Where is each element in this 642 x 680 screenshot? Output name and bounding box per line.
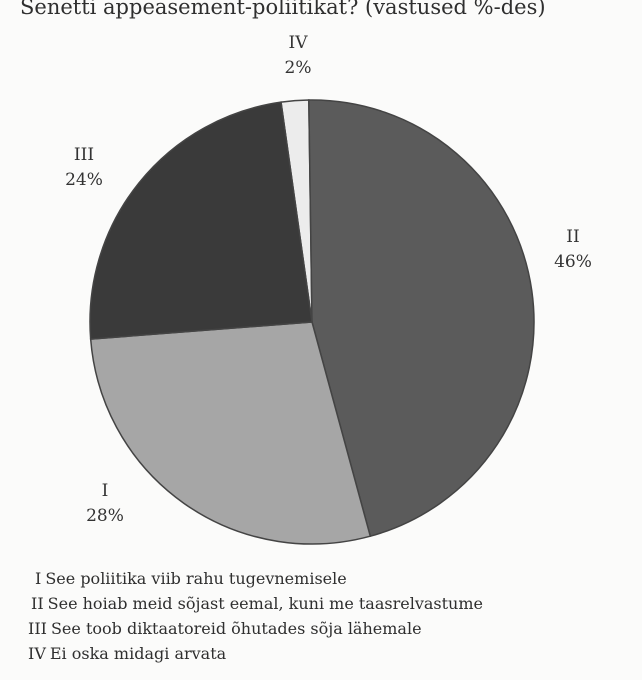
slice-label-i: I: [102, 481, 109, 501]
legend-text: See hoiab meid sõjast eemal, kuni me taa…: [47, 594, 483, 613]
pie-slice-iii: [89, 101, 313, 340]
chart-title: Senetti appeasement-poliitikat? (vastuse…: [20, 0, 546, 19]
legend-roman: I: [35, 569, 42, 588]
slice-percent-ii: 46%: [554, 252, 592, 272]
pie-slice-ii: [308, 99, 535, 538]
legend-item-iv: IV Ei oska midagi arvata: [28, 641, 483, 666]
legend-roman: IV: [28, 644, 46, 663]
slice-label-iii: III: [74, 145, 94, 165]
legend-item-ii: II See hoiab meid sõjast eemal, kuni me t…: [28, 591, 483, 616]
pie-labels: IV 2% II 46% I 28% III 24%: [65, 33, 592, 526]
pie-slices: [89, 99, 535, 545]
legend-roman: II: [31, 594, 44, 613]
legend-text: See poliitika viib rahu tugevnemisele: [45, 569, 347, 588]
legend: I See poliitika viib rahu tugevnemisele II…: [28, 566, 483, 666]
pie-chart: IV 2% II 46% I 28% III 24%: [65, 33, 592, 545]
legend-text: Ei oska midagi arvata: [49, 644, 227, 663]
slice-label-iv: IV: [289, 33, 309, 53]
legend-item-i: I See poliitika viib rahu tugevnemisele: [28, 566, 483, 591]
slice-percent-iv: 2%: [285, 58, 312, 78]
legend-text: See toob diktaatoreid õhutades sõja lähe…: [50, 619, 422, 638]
legend-item-iii: III See toob diktaatoreid õhutades sõja l…: [28, 616, 483, 641]
legend-roman: III: [28, 619, 47, 638]
slice-percent-iii: 24%: [65, 170, 103, 190]
pie-slice-i: [89, 321, 372, 545]
slice-percent-i: 28%: [86, 506, 124, 526]
slice-label-ii: II: [566, 227, 579, 247]
